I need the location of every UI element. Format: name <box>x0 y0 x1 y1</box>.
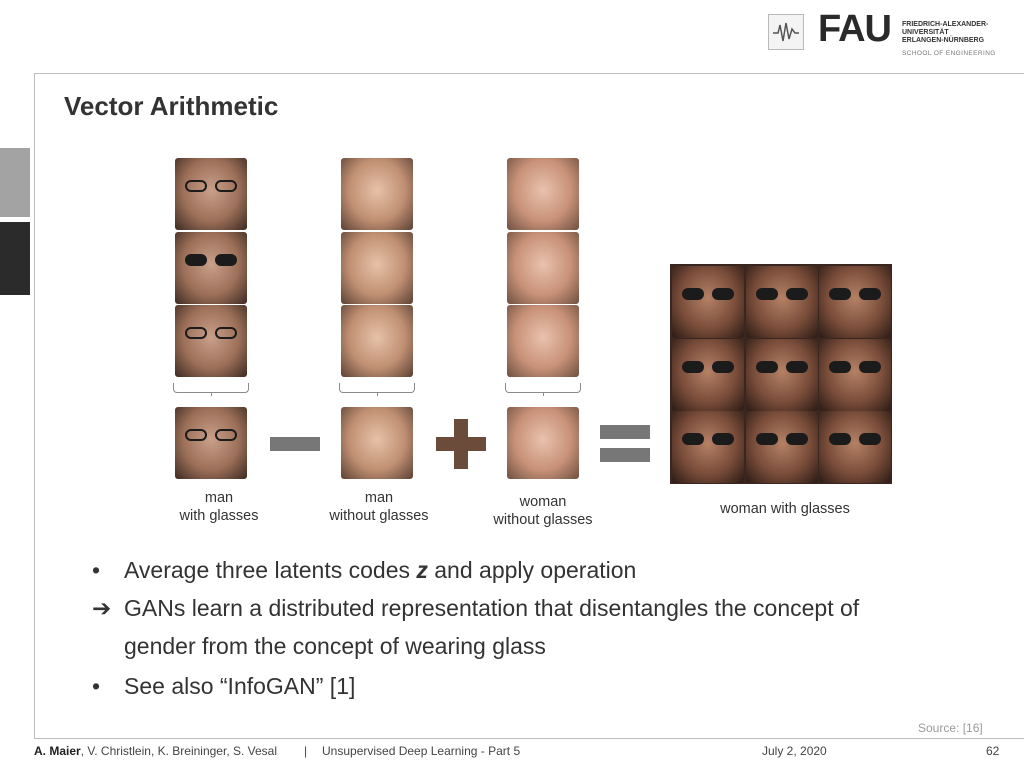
face-result <box>672 411 744 483</box>
face-result <box>672 266 744 338</box>
fau-logo: FAU <box>818 10 891 48</box>
face-man-glasses-1 <box>175 158 247 230</box>
caption-woman-with-glasses: woman with glasses <box>690 500 880 518</box>
face-woman-no-glasses-3 <box>507 305 579 377</box>
caption-woman-without-glasses: woman without glasses <box>478 493 608 529</box>
footer-separator: | <box>304 744 307 758</box>
face-woman-no-glasses-2 <box>507 232 579 304</box>
footer-course: Unsupervised Deep Learning - Part 5 <box>322 744 520 758</box>
brace <box>173 383 249 393</box>
bullet-2-continuation: gender from the concept of wearing glass <box>124 633 546 660</box>
minus-operator <box>270 437 320 451</box>
equals-operator-top <box>600 425 650 439</box>
face-result <box>746 411 818 483</box>
plus-operator-vertical <box>454 419 468 469</box>
face-man-no-glasses-1 <box>341 158 413 230</box>
frame-left-line <box>34 73 35 738</box>
side-marker-dark <box>0 222 30 295</box>
face-result <box>819 339 891 411</box>
face-woman-no-glasses-average <box>507 407 579 479</box>
face-result <box>672 339 744 411</box>
face-man-glasses-average <box>175 407 247 479</box>
brace <box>505 383 581 393</box>
equals-operator-bottom <box>600 448 650 462</box>
face-result <box>746 266 818 338</box>
face-man-no-glasses-2 <box>341 232 413 304</box>
source-citation: Source: [16] <box>918 721 983 735</box>
face-result <box>819 266 891 338</box>
school-name: SCHOOL OF ENGINEERING <box>902 50 996 57</box>
face-result <box>746 339 818 411</box>
footer-page-number: 62 <box>986 744 999 758</box>
face-result <box>819 411 891 483</box>
face-man-no-glasses-average <box>341 407 413 479</box>
caption-man-with-glasses: man with glasses <box>160 489 278 525</box>
caption-man-without-glasses: man without glasses <box>314 489 444 525</box>
face-man-no-glasses-3 <box>341 305 413 377</box>
university-name: FRIEDRICH-ALEXANDER- UNIVERSITÄT ERLANGE… <box>902 21 988 45</box>
bullet-2: ➔ GANs learn a distributed representation… <box>92 595 859 622</box>
face-man-glasses-2 <box>175 232 247 304</box>
bullet-3: • See also “InfoGAN” [1] <box>92 673 355 700</box>
bullet-1: • Average three latents codes z and apply… <box>92 557 636 584</box>
face-man-glasses-3 <box>175 305 247 377</box>
footer-date: July 2, 2020 <box>762 744 827 758</box>
waveform-icon <box>768 14 804 50</box>
slide-title: Vector Arithmetic <box>64 91 278 122</box>
frame-bottom-line <box>34 738 1024 739</box>
side-marker-light <box>0 148 30 217</box>
footer-authors: A. Maier, V. Christlein, K. Breininger, … <box>34 744 277 758</box>
brace <box>339 383 415 393</box>
frame-top-line <box>34 73 1024 74</box>
face-woman-no-glasses-1 <box>507 158 579 230</box>
